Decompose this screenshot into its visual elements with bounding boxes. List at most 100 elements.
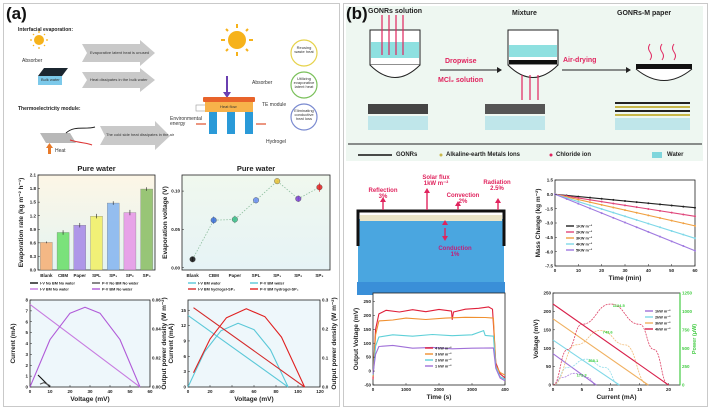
x-tick-label: 10 — [576, 268, 582, 273]
x-tick-label: CBM — [58, 273, 68, 278]
y-tick-label: 2.1 — [30, 173, 37, 178]
data-marker — [659, 216, 661, 219]
data-marker — [565, 198, 568, 201]
data-marker — [624, 215, 626, 218]
data-marker — [635, 211, 638, 214]
y2-tick-label: 1250 — [682, 291, 693, 296]
y-tick-label: 8 — [25, 298, 28, 303]
y2-tick-label: 0.04 — [152, 327, 161, 332]
legend-label: I-V BM water — [198, 282, 221, 286]
y2-tick-label: 250 — [682, 364, 690, 369]
x-tick-label: SP₃ — [143, 273, 151, 278]
y-tick-label: 150 — [543, 327, 551, 332]
legend-label: P-V BM water — [260, 282, 285, 286]
sun-icon — [221, 24, 253, 56]
data-marker — [624, 209, 626, 212]
data-marker — [612, 216, 615, 219]
y-tick-label: 1.2 — [30, 213, 37, 218]
y-axis-label: Evaporation rate (kg m⁻² h⁻¹) — [18, 178, 25, 268]
x-tick-label: 20 — [67, 389, 73, 394]
bar — [40, 242, 53, 271]
peak-power-label: 368.1 — [588, 358, 599, 363]
series-line — [552, 303, 669, 386]
legend-label: 2 kW m⁻² — [435, 359, 452, 363]
x-tick-label: 10 — [608, 387, 614, 392]
data-marker — [635, 206, 638, 209]
y-tick-label: 1.5 — [30, 200, 37, 205]
y-axis-label: Mass Change (kg m⁻²) — [535, 189, 542, 258]
y-tick-label: -4.5 — [545, 235, 553, 240]
y-tick-label: -6.0 — [545, 249, 553, 254]
data-point — [210, 217, 217, 224]
conduction-text: Conduction — [438, 246, 472, 252]
interfacial-title: Interfacial evaporation: — [18, 27, 74, 33]
x-tick-label: 1000 — [401, 387, 412, 392]
x-tick-label: 2000 — [434, 387, 445, 392]
legend-label: 1KW m⁻² — [576, 225, 593, 229]
x-axis-label: Current (mA) — [596, 394, 636, 401]
data-marker — [670, 211, 673, 214]
chart-power-curve: 0 5 10 15 20 Current (mA) 172.3 368.1 743.6 1124.… — [533, 291, 698, 401]
x-tick-label: 50 — [669, 268, 675, 273]
arrow-cold-side — [100, 121, 170, 150]
y-tick-label: 150 — [363, 327, 371, 332]
x-tick-label: 40 — [107, 389, 113, 394]
data-marker — [589, 204, 591, 207]
step2-label: Mixture — [512, 10, 537, 17]
data-point — [316, 184, 323, 191]
bar — [90, 216, 103, 271]
arrow3-text: The cold side heat dissipates in the air — [106, 132, 175, 137]
data-marker — [600, 200, 603, 203]
x-tick-label: 40 — [229, 389, 235, 394]
peak-power-label: 172.3 — [577, 372, 588, 377]
data-marker — [624, 221, 626, 224]
power-curve — [552, 329, 649, 386]
x-tick-label: SP₁ — [273, 273, 281, 278]
data-marker — [647, 214, 650, 217]
y2-tick-label: 0.0 — [322, 385, 329, 390]
chart-evap-rate: Blank CBM Paper SPL SP₁ SP₂ SP₃ 0.0 0.3 0.6 0.9 1.2… — [18, 164, 156, 278]
data-marker — [635, 218, 638, 221]
legend-label: 5KW m⁻² — [576, 249, 593, 253]
x-tick-label: 5 — [581, 387, 584, 392]
y-tick-label: 15 — [181, 308, 187, 313]
x-tick-label: Paper — [229, 273, 242, 278]
plot-area — [181, 174, 331, 271]
y-axis-label: Current (mA) — [10, 323, 17, 363]
series-line — [552, 318, 649, 386]
x-tick-label: 0 — [187, 389, 190, 394]
y2-tick-label: 0.3 — [322, 298, 329, 303]
series-line — [187, 314, 289, 388]
heat-balance-diagram — [356, 188, 506, 295]
y-tick-label: 0.6 — [30, 240, 37, 245]
x-tick-label: SP₁ — [109, 273, 117, 278]
bar — [56, 232, 70, 271]
y2-tick-label: 0.00 — [152, 385, 161, 390]
x-tick-label: 50 — [127, 389, 133, 394]
x-axis-label: Time (min) — [609, 275, 642, 282]
data-marker — [647, 222, 650, 225]
y-tick-label: -1.5 — [545, 206, 553, 211]
solar-flux-label: Solar flux 1kW m⁻² — [422, 175, 449, 187]
bar — [73, 225, 86, 271]
legend-label: I-V No BM No water — [40, 282, 76, 286]
heat-label: Heat — [55, 148, 66, 154]
x-tick-label: 100 — [294, 389, 302, 394]
data-marker — [612, 206, 615, 209]
panel-a-label: (a) — [6, 4, 27, 23]
x-tick-label: 0 — [29, 389, 32, 394]
y-tick-label: 6 — [25, 319, 28, 324]
legend-label: 3KW m⁻² — [576, 237, 593, 241]
y-tick-label: 250 — [543, 291, 551, 296]
structure-layers — [368, 102, 690, 130]
data-marker — [635, 201, 638, 204]
thermo-title: Thermoelectricity module: — [18, 106, 81, 112]
data-marker — [670, 240, 673, 243]
x-tick-label: 30 — [622, 268, 628, 273]
radiation-text: Radiation — [483, 180, 511, 186]
data-marker — [670, 204, 673, 207]
data-marker — [577, 196, 580, 199]
